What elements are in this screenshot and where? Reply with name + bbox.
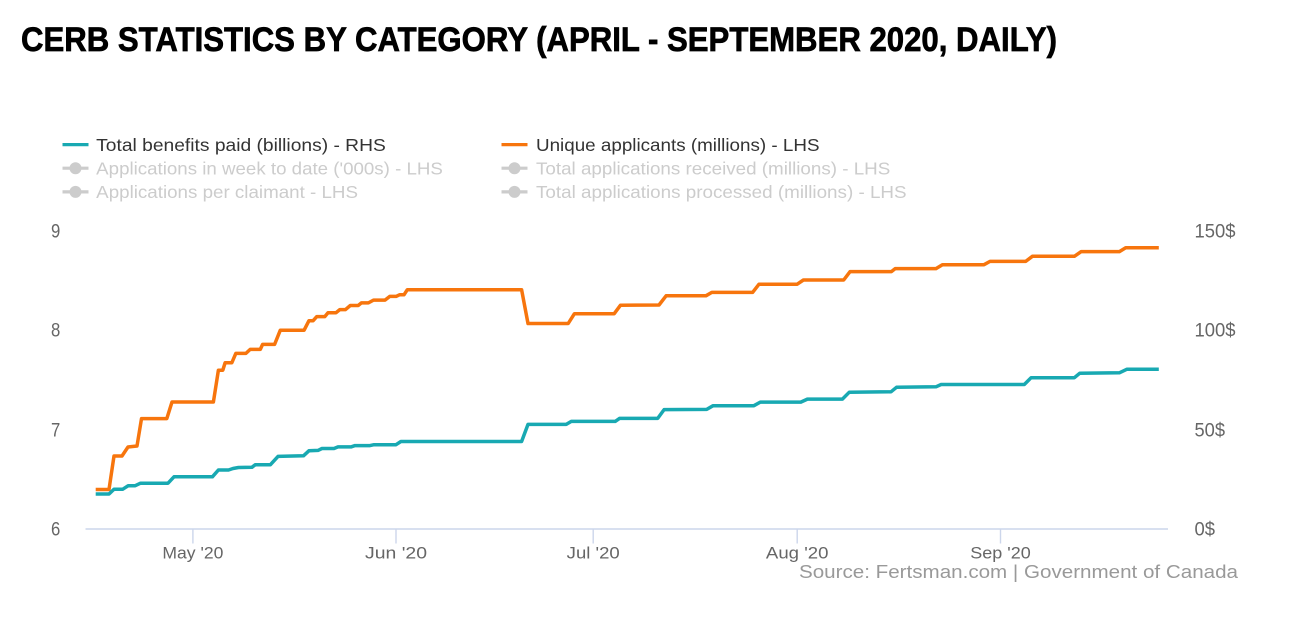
svg-text:100$: 100$ [1195, 320, 1236, 342]
svg-text:Sep '20: Sep '20 [970, 544, 1031, 563]
svg-text:CERB STATISTICS BY CATEGORY (A: CERB STATISTICS BY CATEGORY (APRIL - SEP… [21, 21, 1057, 59]
svg-text:8: 8 [51, 320, 60, 342]
svg-text:6: 6 [51, 519, 60, 541]
svg-text:Unique applicants (millions) -: Unique applicants (millions) - LHS [536, 135, 820, 155]
svg-text:Aug '20: Aug '20 [766, 544, 829, 563]
svg-text:7: 7 [51, 420, 60, 442]
svg-text:0$: 0$ [1195, 519, 1216, 541]
svg-text:May '20: May '20 [162, 544, 223, 563]
svg-text:Jul '20: Jul '20 [567, 544, 620, 563]
svg-text:150$: 150$ [1195, 220, 1236, 242]
svg-text:Total benefits paid (billions): Total benefits paid (billions) - RHS [96, 135, 386, 155]
svg-text:Applications per claimant - LH: Applications per claimant - LHS [96, 182, 358, 202]
svg-text:Total applications processed (: Total applications processed (millions) … [536, 182, 907, 202]
svg-text:50$: 50$ [1195, 420, 1226, 442]
svg-text:Total applications received (m: Total applications received (millions) -… [536, 159, 890, 179]
svg-text:Jun '20: Jun '20 [365, 544, 427, 563]
svg-text:Source: Fertsman.com | Governm: Source: Fertsman.com | Government of Can… [799, 562, 1239, 582]
svg-text:9: 9 [51, 220, 60, 242]
svg-text:Applications in week to date (: Applications in week to date ('000s) - L… [96, 159, 443, 179]
